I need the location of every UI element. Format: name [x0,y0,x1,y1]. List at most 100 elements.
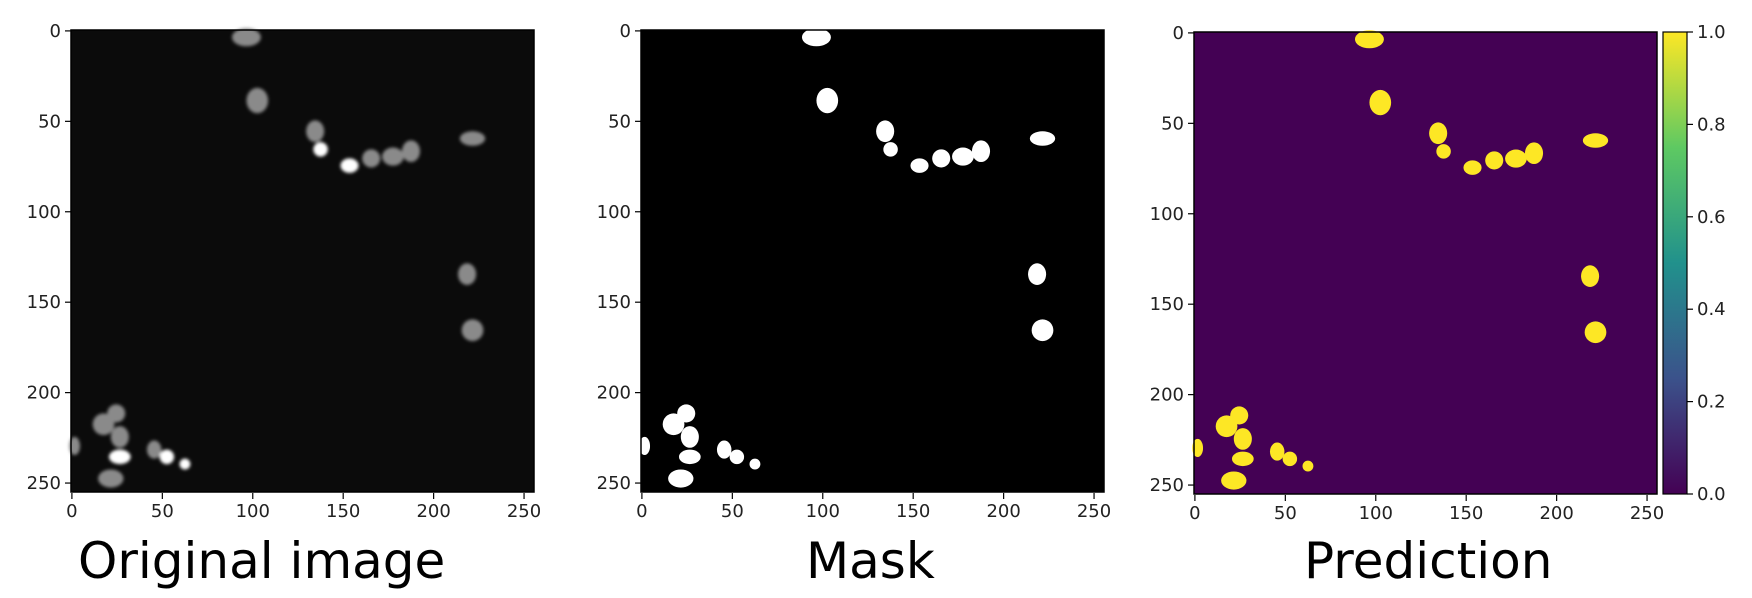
y-tick-label: 0 [50,21,61,42]
x-tick-label: 50 [151,501,174,522]
nucleus-blob [1029,131,1056,146]
nucleus-blob [340,158,359,173]
y-tick-label: 150 [27,292,61,313]
nucleus-blob [1031,319,1054,342]
x-tick-label: 150 [896,501,930,522]
nucleus-blob [1582,133,1609,148]
colorbar-gradient [1662,31,1688,495]
nucleus-blob [362,149,381,168]
y-tick-label: 0 [1173,23,1184,44]
x-tick-label: 0 [1189,503,1200,524]
nucleus-blob [1505,149,1527,168]
colorbar-tick-label: 0.8 [1697,114,1726,135]
nucleus-blob [1463,160,1482,175]
y-tick-label: 50 [608,111,631,132]
nucleus-blob [1354,30,1384,49]
original-axis-ticks: 0 0 50 50 100 100 150 150 200 200 250 250 [27,21,542,522]
nucleus-blob [883,142,898,157]
nucleus-blob [1233,428,1252,450]
y-tick-label: 200 [597,383,631,404]
x-tick-label: 200 [986,501,1020,522]
nucleus-blob [107,404,126,423]
nucleus-blob [458,263,477,286]
y-tick-label: 0 [620,21,631,42]
y-tick-label: 100 [1150,204,1184,225]
x-tick-label: 0 [66,501,77,522]
nucleus-blob [1231,451,1254,467]
nucleus-blob [231,28,261,47]
nucleus-blob [801,28,831,47]
mask-axes-frame [640,29,1105,493]
y-tick-label: 200 [1150,385,1184,406]
nucleus-blob [1485,151,1504,170]
nucleus-blob [1282,451,1298,467]
nucleus-blob [678,449,701,465]
y-tick-label: 100 [27,202,61,223]
y-tick-label: 250 [597,473,631,494]
prediction-axes-frame [1193,31,1658,495]
x-tick-label: 0 [636,501,647,522]
nucleus-blob [1429,122,1448,145]
nucleus-blob [1524,142,1544,165]
nucleus-blob [932,149,951,168]
nucleus-blob [146,440,162,459]
colorbar: 0.0 0.2 0.4 0.6 0.8 1.0 [1662,22,1726,505]
x-tick-label: 200 [416,501,450,522]
nucleus-blob [668,469,694,488]
colorbar-tick-label: 0.6 [1697,207,1726,228]
x-tick-label: 250 [507,501,541,522]
nucleus-blob [1221,471,1247,490]
nucleus-blob [816,87,839,114]
nucleus-blob [1369,89,1392,116]
colorbar-tick-label: 0.4 [1697,299,1726,320]
nucleus-blob [1584,321,1607,344]
nucleus-blob [108,449,131,465]
prediction-caption: Prediction [1304,532,1552,590]
original-image-area [71,30,534,492]
x-tick-label: 100 [806,501,840,522]
y-tick-label: 250 [1150,475,1184,496]
x-tick-label: 50 [721,501,744,522]
nucleus-blob [459,131,486,146]
nucleus-blob [952,147,974,166]
nucleus-blob [110,426,129,448]
colorbar-tick-label: 0.2 [1697,392,1726,413]
panel-original: 0 0 50 50 100 100 150 150 200 200 250 250 Original … [27,21,542,590]
y-tick-label: 150 [597,292,631,313]
nucleus-blob [1436,144,1451,159]
y-tick-label: 50 [38,111,61,132]
x-tick-label: 200 [1539,503,1573,524]
x-tick-label: 250 [1077,501,1111,522]
mask-nuclei [639,28,1056,488]
mask-axis-ticks: 0 0 50 50 100 100 150 150 200 200 250 250 [597,21,1112,522]
nucleus-blob [382,147,404,166]
x-tick-label: 100 [1359,503,1393,524]
prediction-image-area [1194,32,1657,494]
panel-prediction: 0 0 50 50 100 100 150 150 200 200 250 250 Predictio… [1150,23,1665,590]
nucleus-blob [461,319,484,342]
nucleus-blob [159,449,175,465]
y-tick-label: 100 [597,202,631,223]
nucleus-blob [98,469,124,488]
nucleus-blob [1269,442,1285,461]
panel-mask: 0 0 50 50 100 100 150 150 200 200 250 250 Mask [597,21,1112,590]
nucleus-blob [69,436,81,456]
nucleus-blob [716,440,732,459]
x-tick-label: 150 [1449,503,1483,524]
nucleus-blob [749,458,761,470]
prediction-nuclei [1192,30,1609,490]
nucleus-blob [313,142,328,157]
nucleus-blob [1302,460,1314,472]
y-tick-label: 150 [1150,294,1184,315]
nucleus-blob [179,458,191,470]
nucleus-blob [1230,406,1249,425]
nucleus-blob [680,426,699,448]
x-tick-label: 250 [1630,503,1664,524]
mask-image-area [641,30,1104,492]
original-axes-frame [70,29,535,493]
colorbar-tick-label: 0.0 [1697,484,1726,505]
nucleus-blob [876,120,895,143]
x-tick-label: 150 [326,501,360,522]
nucleus-blob [401,140,421,163]
mask-caption: Mask [806,532,935,590]
